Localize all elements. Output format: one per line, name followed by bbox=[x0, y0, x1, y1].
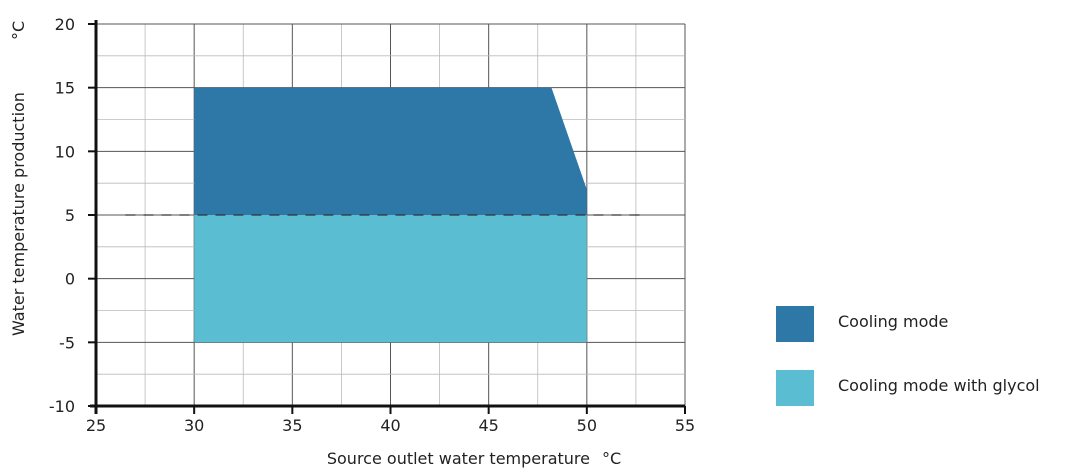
x-tick-label: 55 bbox=[675, 416, 695, 435]
y-tick-label: -5 bbox=[59, 333, 75, 352]
x-tick-label: 45 bbox=[478, 416, 498, 435]
y-tick-label: -10 bbox=[49, 397, 75, 416]
y-axis-unit: °C bbox=[9, 21, 28, 40]
area-cooling-mode-glycol bbox=[194, 215, 587, 343]
x-tick-label: 25 bbox=[86, 416, 106, 435]
legend-label: Cooling mode bbox=[838, 312, 949, 331]
x-axis-label: Source outlet water temperature bbox=[327, 449, 590, 468]
legend-swatch bbox=[776, 306, 814, 342]
y-tick-label: 0 bbox=[65, 270, 75, 289]
y-tick-label: 5 bbox=[65, 206, 75, 225]
legend-swatch bbox=[776, 370, 814, 406]
x-tick-labels: 25 30 35 40 45 50 55 bbox=[86, 416, 695, 435]
x-tick-label: 35 bbox=[282, 416, 302, 435]
y-tick-label: 15 bbox=[55, 79, 75, 98]
legend-label: Cooling mode with glycol bbox=[838, 376, 1040, 395]
x-axis-unit: °C bbox=[602, 449, 621, 468]
chart-areas bbox=[194, 87, 587, 343]
area-cooling-mode bbox=[194, 87, 587, 215]
x-tick-label: 50 bbox=[577, 416, 597, 435]
x-tick-label: 30 bbox=[184, 416, 204, 435]
x-tick-label: 40 bbox=[380, 416, 400, 435]
axes bbox=[88, 20, 686, 414]
y-tick-label: 10 bbox=[55, 142, 75, 161]
y-tick-label: 20 bbox=[55, 15, 75, 34]
y-axis-label: Water temperature production bbox=[9, 92, 28, 336]
y-tick-labels: 20 15 10 5 0 -5 -10 bbox=[49, 15, 75, 416]
